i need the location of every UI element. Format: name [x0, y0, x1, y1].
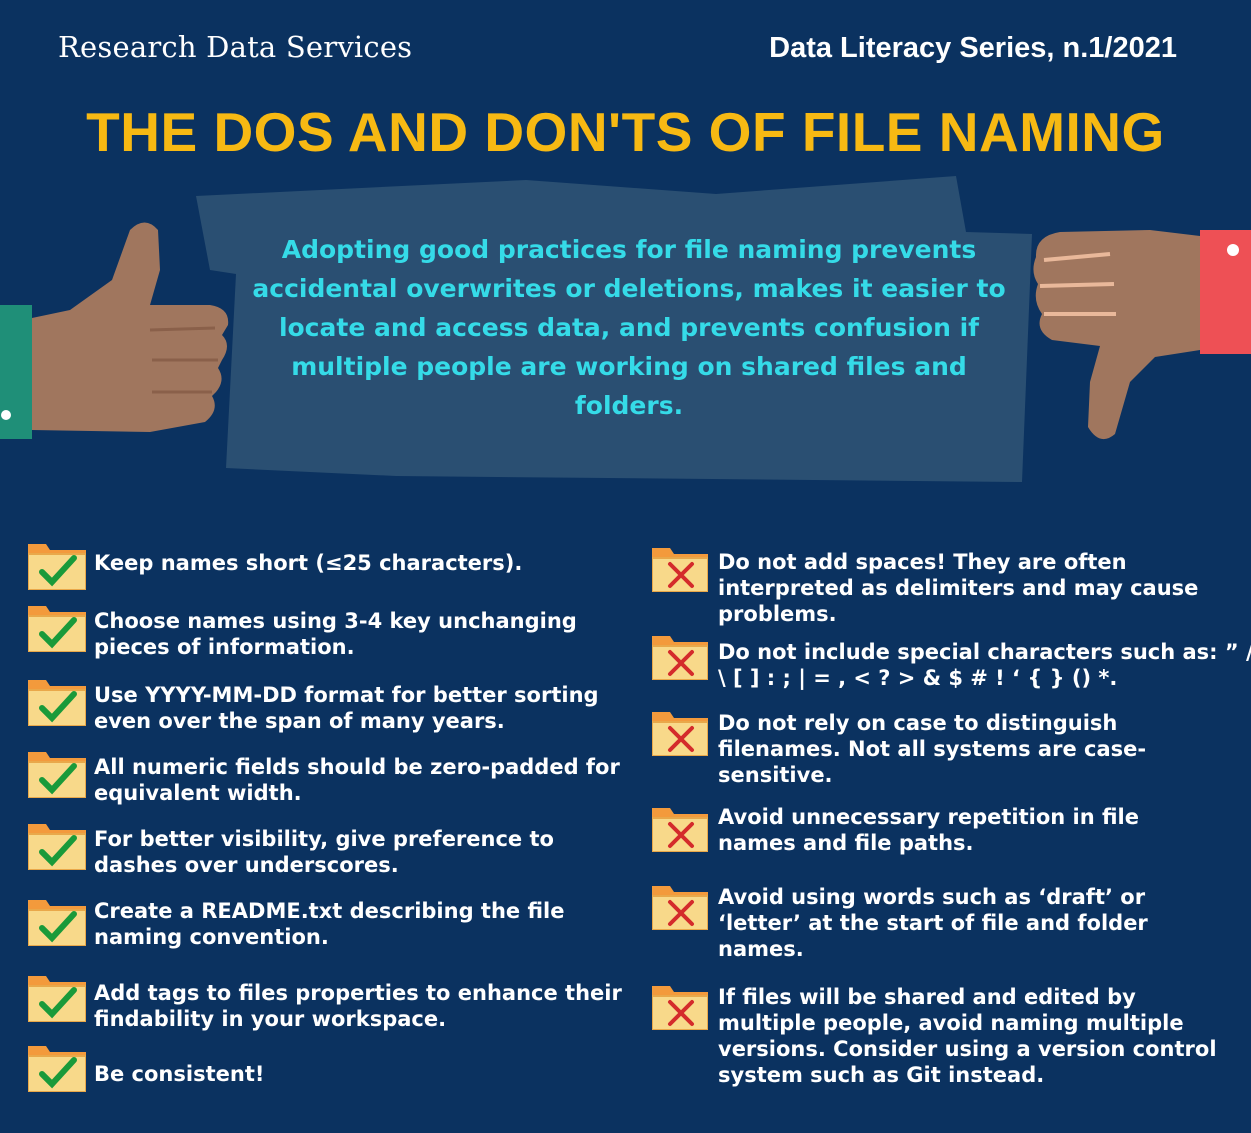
folder-cross-icon	[652, 712, 708, 756]
thumbs-up-icon	[0, 222, 229, 439]
dont-text: Do not add spaces! They are often interp…	[718, 550, 1199, 626]
folder-cross-icon	[652, 548, 708, 592]
dont-text: Do not include special characters such a…	[718, 640, 1251, 690]
do-text: Use YYYY-MM-DD format for better sorting…	[94, 683, 599, 733]
dont-text: If files will be shared and edited by mu…	[718, 985, 1217, 1087]
folder-check-icon	[28, 824, 86, 870]
folder-cross-icon	[652, 636, 708, 680]
intro-text: Adopting good practices for file naming …	[252, 235, 1006, 420]
do-text: Create a README.txt describing the file …	[94, 899, 565, 949]
folder-check-icon	[28, 976, 86, 1022]
intro-banner	[196, 176, 1032, 482]
folder-check-icon	[28, 606, 86, 652]
folder-check-icon	[28, 680, 86, 726]
do-text: All numeric fields should be zero-padded…	[94, 755, 620, 805]
do-text: Keep names short (≤25 characters).	[94, 551, 523, 575]
dont-text: Avoid unnecessary repetition in file nam…	[718, 805, 1139, 855]
folder-check-icon	[28, 1046, 86, 1092]
thumbs-down-icon	[1033, 230, 1251, 440]
org-name: Research Data Services	[58, 30, 413, 64]
folder-cross-icon	[652, 986, 708, 1030]
folder-check-icon	[28, 752, 86, 798]
do-text: Choose names using 3-4 key unchanging pi…	[94, 609, 577, 659]
series-label: Data Literacy Series, n.1/2021	[769, 32, 1177, 64]
dont-text: Do not rely on case to distinguish filen…	[718, 711, 1147, 787]
folder-check-icon	[28, 544, 86, 590]
do-text: Be consistent!	[94, 1062, 265, 1086]
folder-check-icon	[28, 900, 86, 946]
do-text: Add tags to files properties to enhance …	[94, 981, 622, 1031]
dont-text: Avoid using words such as ‘draft’ or ‘le…	[718, 885, 1148, 961]
page-title: THE DOS AND DON'TS OF FILE NAMING	[86, 101, 1165, 163]
do-text: For better visibility, give preference t…	[94, 827, 554, 877]
folder-cross-icon	[652, 808, 708, 852]
folder-cross-icon	[652, 886, 708, 930]
